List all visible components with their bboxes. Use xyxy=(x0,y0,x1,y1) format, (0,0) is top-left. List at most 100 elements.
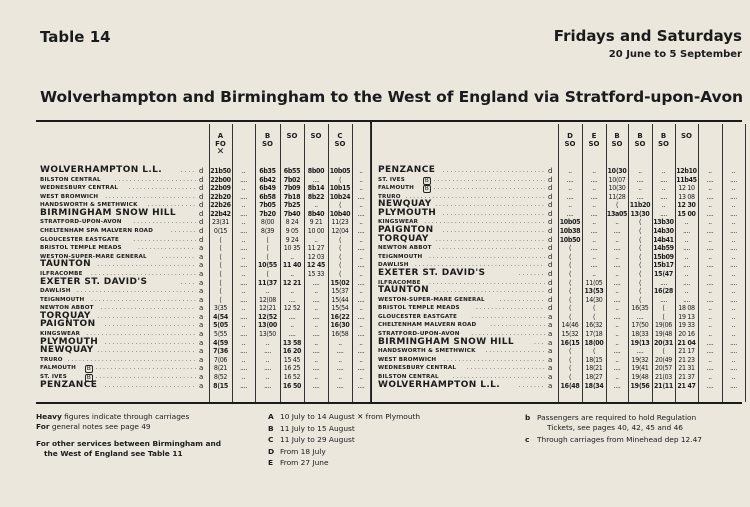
arr-dep-indicator: d xyxy=(548,192,553,201)
time-cell: 15⟨32 xyxy=(561,330,579,339)
dot-leader: . . . . . . . . . . . . . . . . . . . . … xyxy=(518,381,545,389)
station-name: PLYMOUTH xyxy=(378,207,437,218)
time-cell: .... xyxy=(683,261,690,270)
time-cell: .... xyxy=(357,278,365,287)
time-cell: .. xyxy=(731,218,736,227)
time-cell: ⟨ xyxy=(338,252,342,261)
dot-leader: . . . . . . . . . . . . . . . . . . . . … xyxy=(76,287,196,295)
time-cell: 16⟨58 xyxy=(331,330,349,339)
time-cell: .... xyxy=(357,295,365,304)
time-cell: .. xyxy=(359,184,363,193)
time-cell: .. xyxy=(359,175,363,184)
station-name: STRATFORD-UPON-AVON xyxy=(378,331,460,338)
column-divider xyxy=(698,124,699,402)
time-cell: 13⟨00 xyxy=(258,321,277,330)
dot-leader: . . . . . . . . . . . . . . . . . . . . … xyxy=(429,278,545,286)
time-cell: .. xyxy=(708,235,712,244)
time-cell: 19⟨13 xyxy=(630,338,650,347)
note-line: For general notes see page 49 xyxy=(36,422,221,432)
time-cell: .... xyxy=(312,347,320,356)
time-cell: 18⟨00 xyxy=(584,338,604,347)
time-cell: .. xyxy=(708,218,712,227)
column-header: SO xyxy=(304,132,328,140)
note-line: E From 27 June xyxy=(268,457,420,469)
time-cell: .. xyxy=(314,338,318,347)
dot-leader: . . . . . . . . . . . . . . . . . . . . … xyxy=(97,312,196,320)
arr-dep-indicator: d xyxy=(199,192,204,201)
note-text: From 27 June xyxy=(280,458,329,467)
column-divider xyxy=(606,124,607,402)
time-cell: .. xyxy=(241,321,246,330)
time-cell: .... xyxy=(357,330,365,339)
time-cell: .. xyxy=(708,287,712,296)
days-title: Fridays and Saturdays xyxy=(553,27,742,45)
time-cell: .. xyxy=(615,338,619,347)
time-cell: .. xyxy=(568,201,572,210)
time-cell: .. xyxy=(359,167,363,175)
time-cell: .... xyxy=(706,227,714,236)
time-cell: .. xyxy=(265,287,270,296)
time-cell: .... xyxy=(240,347,247,356)
time-cell: 16⟨35 xyxy=(631,304,649,313)
note-line: Heavy figures indicate through carriages xyxy=(36,412,221,422)
time-cell: .. xyxy=(592,218,596,227)
time-cell: .... xyxy=(613,381,621,390)
table-row: HANDSWORTH & SMETHWICK . . . . . . . . . … xyxy=(0,201,750,210)
time-cell: 18⟨15 xyxy=(585,355,603,364)
bus-icon: B xyxy=(422,185,431,194)
time-cell: 16 20 xyxy=(282,347,302,356)
time-cell: 6b42 xyxy=(259,175,276,184)
station-name: WESTON-SUPER-MARE GENERAL xyxy=(378,296,485,303)
column-days: SO xyxy=(681,132,692,140)
time-cell: 11⟨28 xyxy=(608,192,626,201)
dot-leader: . . . . . . . . . . . . . . . . . . . . … xyxy=(138,244,196,252)
time-cell: ⟨ xyxy=(266,269,269,278)
time-cell: .... xyxy=(660,295,667,304)
time-cell: 0⟨15 xyxy=(213,227,228,236)
time-cell: ⟨ xyxy=(568,252,572,261)
table-row: FALMOUTH B. . . . . . . . . . . . . . . .… xyxy=(0,364,750,374)
station-name: BRISTOL TEMPLE MEADS xyxy=(378,305,460,312)
time-cell: .... xyxy=(312,312,320,321)
time-cell: 13a05 xyxy=(606,209,628,218)
time-cell: 14b30 xyxy=(653,227,674,236)
time-cell: .... xyxy=(730,227,737,236)
time-cell: .. xyxy=(708,269,712,278)
time-cell: .. xyxy=(684,235,689,244)
time-cell: .. xyxy=(731,321,736,330)
dot-leader: . . . . . . . . . . . . . . . . . . . . … xyxy=(534,338,545,346)
time-cell: 8 24 xyxy=(285,218,299,227)
time-cell: 15b17 xyxy=(653,261,674,270)
note-text: 11 July to 29 August xyxy=(280,435,355,444)
time-cell: .... xyxy=(312,330,320,339)
time-cell: .... xyxy=(357,261,365,270)
time-cell: .. xyxy=(290,252,294,261)
time-cell: .... xyxy=(613,244,621,253)
time-cell: .... xyxy=(357,192,365,201)
time-cell: .... xyxy=(312,381,320,390)
time-cell: 16 25 xyxy=(283,364,301,373)
time-cell: 21 04 xyxy=(677,338,696,347)
time-cell: .... xyxy=(613,227,621,236)
table-row: KINGSWEAR . . . . . . . . . . . . . . . .… xyxy=(0,330,750,339)
column-divider xyxy=(558,124,559,402)
time-cell: 11⟨37 xyxy=(258,278,277,287)
time-cell: .. xyxy=(241,167,246,175)
time-cell: 19⟨48 xyxy=(655,330,672,339)
time-cell: .. xyxy=(314,201,318,210)
time-cell: 22b09 xyxy=(210,184,231,193)
time-cell: .. xyxy=(684,252,689,261)
station-name: TEIGNMOUTH xyxy=(40,296,85,303)
arr-dep-indicator: a xyxy=(548,355,553,364)
table-row: NEWTON ABBOT . . . . . . . . . . . . . . … xyxy=(0,304,750,313)
dot-leader: . . . . . . . . . . . . . . . . . . . . … xyxy=(442,209,545,217)
time-cell: .... xyxy=(357,347,365,356)
time-cell: .... xyxy=(613,278,621,287)
time-cell: 11b20 xyxy=(629,201,651,210)
time-cell: .... xyxy=(336,364,344,373)
time-cell: 11b45 xyxy=(676,175,697,184)
time-cell: .... xyxy=(683,227,690,236)
dot-leader: . . . . . . . . . . . . . . . . . . . . … xyxy=(435,287,545,295)
time-cell: .. xyxy=(708,330,712,339)
time-cell: ⟨ xyxy=(266,235,269,244)
